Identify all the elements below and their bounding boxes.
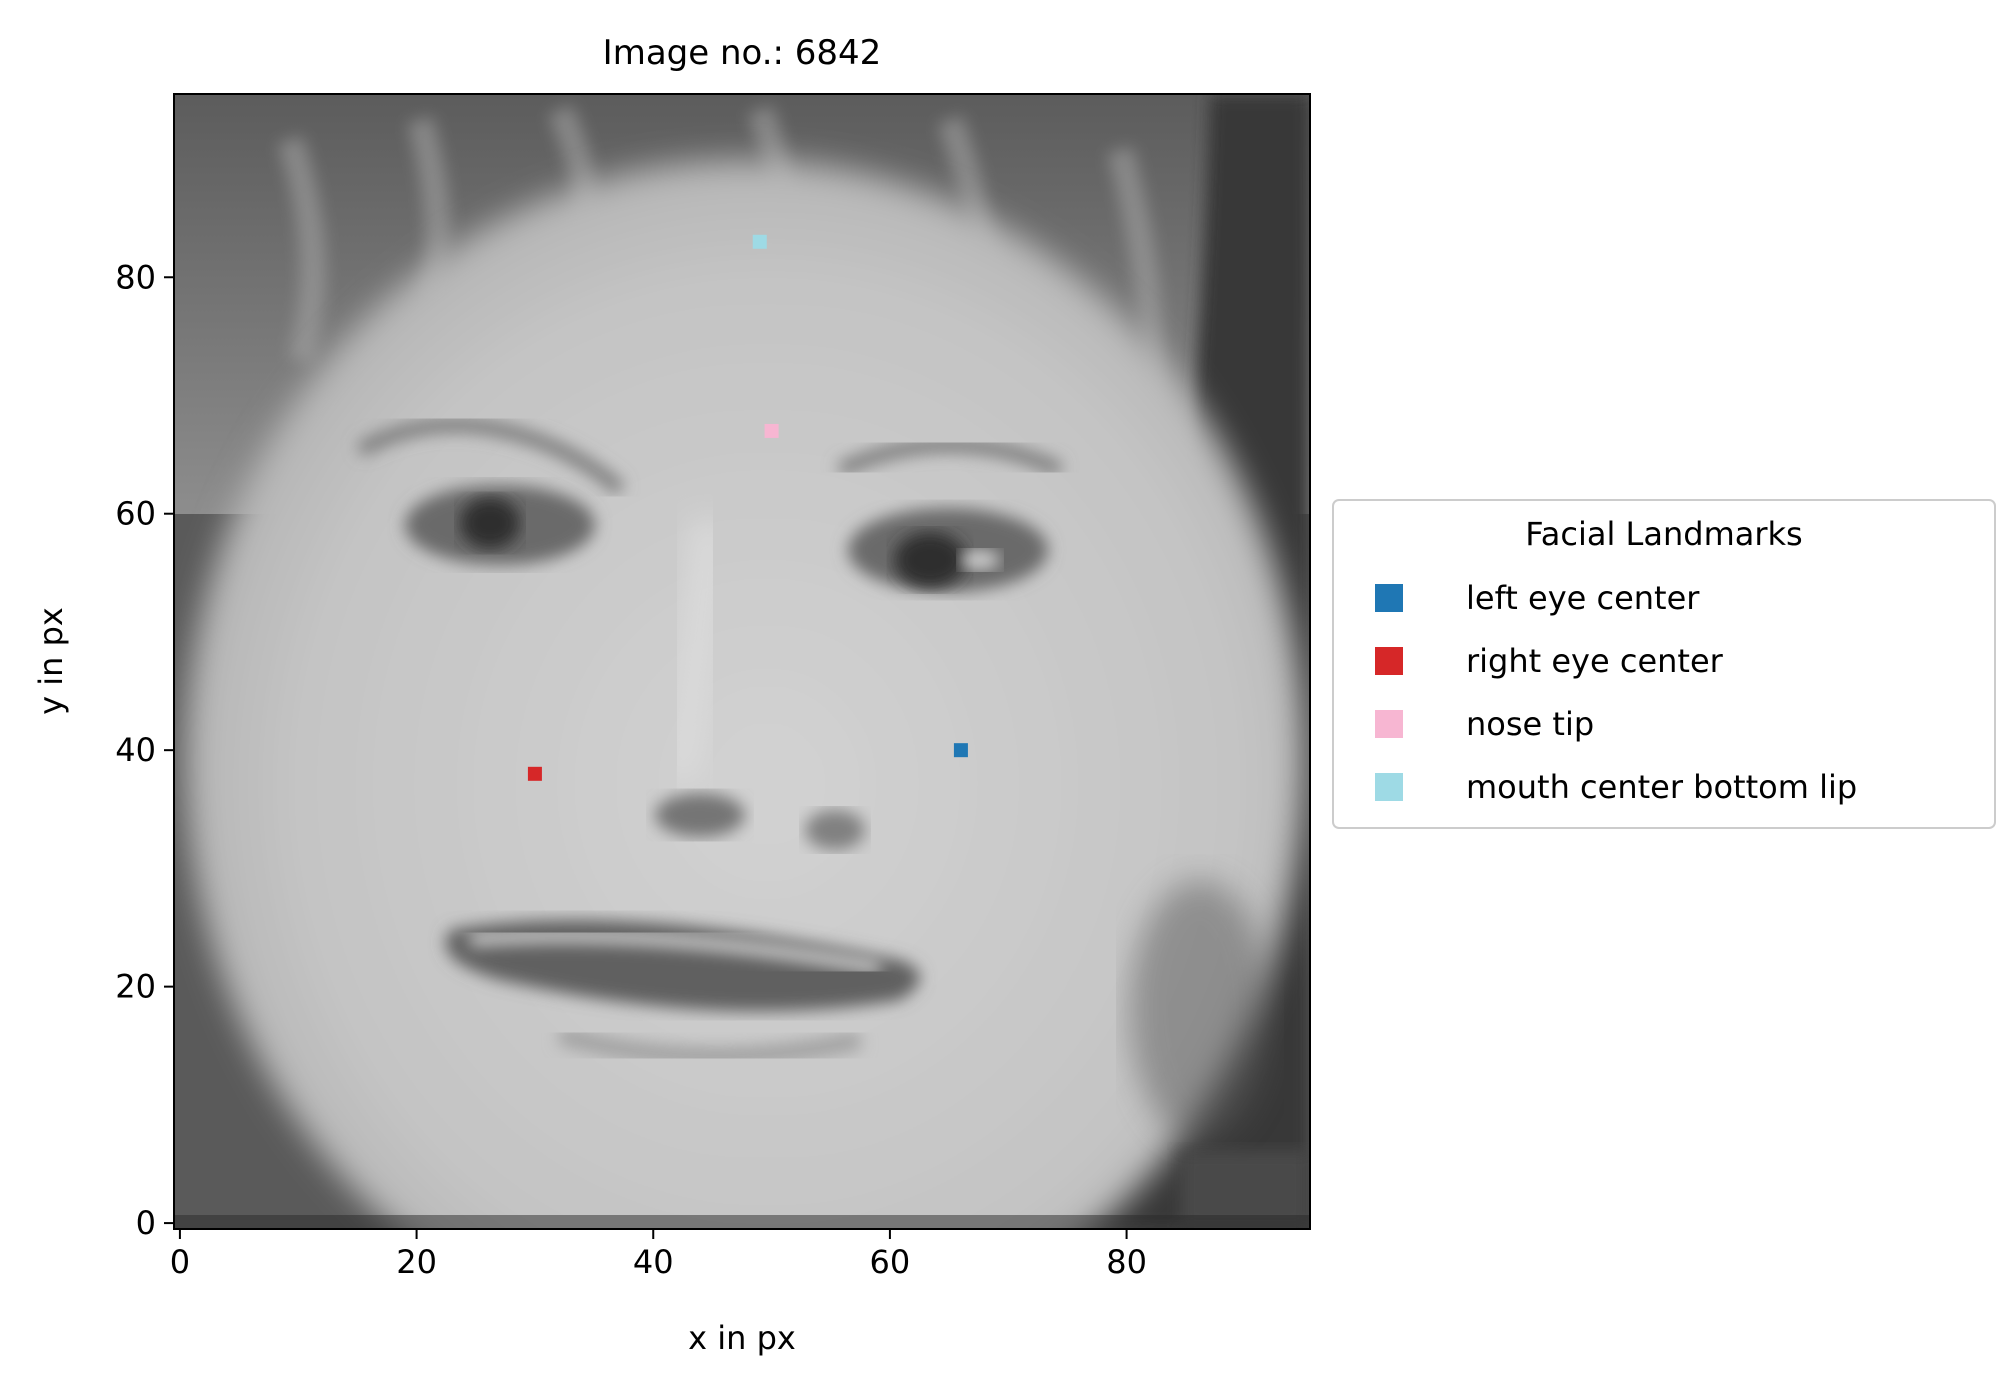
legend-box	[1332, 499, 1996, 829]
legend-label-3: mouth center bottom lip	[1466, 768, 1857, 806]
y-axis-label: y in px	[32, 607, 70, 715]
y-tick-label: 40	[115, 731, 156, 769]
legend-marker-2	[1375, 710, 1403, 738]
legend-items: left eye center right eye center nose tip m…	[1375, 579, 1857, 806]
landmark-point-2	[764, 423, 779, 438]
x-tick-label: 20	[396, 1243, 437, 1281]
x-axis-label: x in px	[688, 1319, 796, 1357]
face-image	[174, 94, 1310, 1229]
y-axis-ticks: 0 20 40 60 80	[115, 258, 174, 1242]
chart-title: Image no.: 6842	[603, 33, 882, 73]
legend-title: Facial Landmarks	[1525, 515, 1802, 553]
y-tick-label: 20	[115, 968, 156, 1006]
x-tick-label: 60	[870, 1243, 911, 1281]
x-axis-ticks: 0 20 40 60 80	[170, 1229, 1147, 1281]
landmark-point-0	[953, 743, 968, 758]
legend-marker-0	[1375, 584, 1403, 612]
legend: Facial Landmarks left eye center right ey…	[1332, 499, 1996, 829]
legend-label-2: nose tip	[1466, 705, 1594, 743]
axes-frame	[173, 93, 1311, 1230]
y-tick-label: 0	[136, 1204, 156, 1242]
x-tick-label: 80	[1106, 1243, 1147, 1281]
x-tick-label: 0	[170, 1243, 190, 1281]
y-tick-label: 60	[115, 495, 156, 533]
legend-label-0: left eye center	[1466, 579, 1700, 617]
x-tick-label: 40	[633, 1243, 674, 1281]
legend-marker-3	[1375, 773, 1403, 801]
landmark-point-1	[527, 766, 542, 781]
y-tick-label: 80	[115, 258, 156, 296]
landmark-markers	[527, 234, 968, 781]
landmark-point-3	[752, 234, 767, 249]
legend-label-1: right eye center	[1466, 642, 1724, 680]
legend-marker-1	[1375, 647, 1403, 675]
